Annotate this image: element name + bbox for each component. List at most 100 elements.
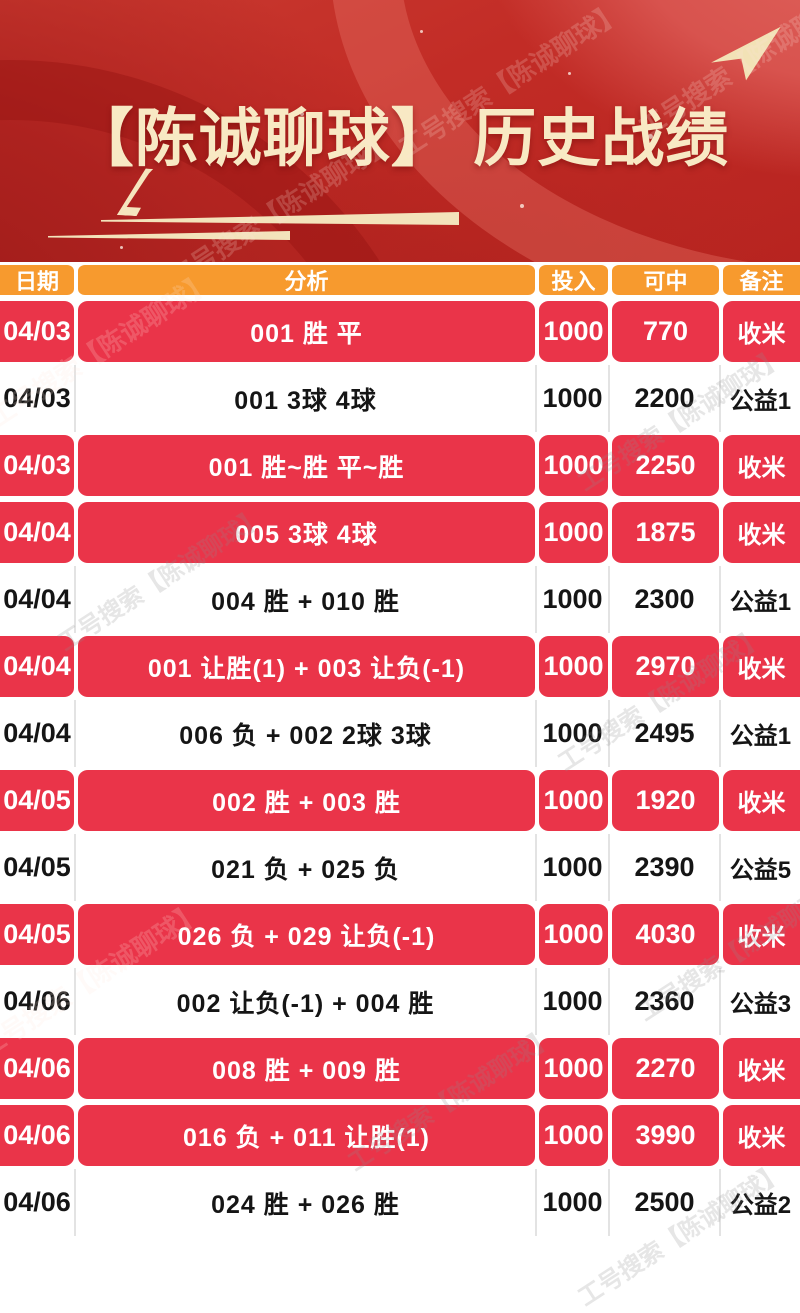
note-cell: 公益1 <box>721 365 800 432</box>
win-cell: 2300 <box>610 566 721 633</box>
header-stake: 投入 <box>537 262 610 298</box>
note-cell: 收米 <box>721 298 800 365</box>
paper-plane-icon <box>709 18 780 84</box>
analysis-cell: 002 让负(-1) + 004 胜 <box>76 968 537 1035</box>
note-cell: 收米 <box>721 901 800 968</box>
note-cell: 公益2 <box>721 1169 800 1236</box>
win-cell: 2250 <box>610 432 721 499</box>
analysis-cell: 005 3球 4球 <box>76 499 537 566</box>
win-cell: 2270 <box>610 1035 721 1102</box>
table-row: 04/05 026 负 + 029 让负(-1) 1000 4030 收米 <box>0 901 800 968</box>
stake-cell: 1000 <box>537 1102 610 1169</box>
analysis-cell: 001 3球 4球 <box>76 365 537 432</box>
win-cell: 2390 <box>610 834 721 901</box>
date-cell: 04/05 <box>0 834 76 901</box>
header-date: 日期 <box>0 262 76 298</box>
stake-cell: 1000 <box>537 633 610 700</box>
table-row: 04/04 001 让胜(1) + 003 让负(-1) 1000 2970 收… <box>0 633 800 700</box>
note-cell: 收米 <box>721 1035 800 1102</box>
date-cell: 04/04 <box>0 566 76 633</box>
date-cell: 04/04 <box>0 700 76 767</box>
stake-cell: 1000 <box>537 1035 610 1102</box>
win-cell: 2500 <box>610 1169 721 1236</box>
note-cell: 收米 <box>721 767 800 834</box>
table-row: 04/06 008 胜 + 009 胜 1000 2270 收米 <box>0 1035 800 1102</box>
results-table: 日期 分析 投入 可中 备注 04/03 001 胜 平 1000 770 收米… <box>0 262 800 1236</box>
underline-decoration <box>101 212 459 225</box>
date-cell: 04/05 <box>0 901 76 968</box>
win-cell: 3990 <box>610 1102 721 1169</box>
table-row: 04/03 001 3球 4球 1000 2200 公益1 <box>0 365 800 432</box>
table-row: 04/03 001 胜 平 1000 770 收米 <box>0 298 800 365</box>
table-row: 04/06 016 负 + 011 让胜(1) 1000 3990 收米 <box>0 1102 800 1169</box>
analysis-cell: 024 胜 + 026 胜 <box>76 1169 537 1236</box>
date-cell: 04/03 <box>0 365 76 432</box>
header-analysis: 分析 <box>76 262 537 298</box>
table-row: 04/05 002 胜 + 003 胜 1000 1920 收米 <box>0 767 800 834</box>
sparkle-dot <box>300 112 304 116</box>
page-title: 【陈诚聊球】 历史战绩 <box>70 104 730 174</box>
win-cell: 2495 <box>610 700 721 767</box>
win-cell: 1920 <box>610 767 721 834</box>
table-row: 04/04 005 3球 4球 1000 1875 收米 <box>0 499 800 566</box>
table-body: 04/03 001 胜 平 1000 770 收米 04/03 001 3球 4… <box>0 298 800 1236</box>
win-cell: 770 <box>610 298 721 365</box>
date-cell: 04/03 <box>0 432 76 499</box>
sparkle-dot <box>120 246 123 249</box>
win-cell: 2360 <box>610 968 721 1035</box>
stake-cell: 1000 <box>537 566 610 633</box>
date-cell: 04/04 <box>0 633 76 700</box>
stake-cell: 1000 <box>537 432 610 499</box>
stake-cell: 1000 <box>537 298 610 365</box>
win-cell: 2970 <box>610 633 721 700</box>
analysis-cell: 016 负 + 011 让胜(1) <box>76 1102 537 1169</box>
stake-cell: 1000 <box>537 365 610 432</box>
sparkle-dot <box>648 134 653 139</box>
table-row: 04/04 004 胜 + 010 胜 1000 2300 公益1 <box>0 566 800 633</box>
stake-cell: 1000 <box>537 499 610 566</box>
analysis-cell: 026 负 + 029 让负(-1) <box>76 901 537 968</box>
stake-cell: 1000 <box>537 700 610 767</box>
stake-cell: 1000 <box>537 968 610 1035</box>
table-row: 04/05 021 负 + 025 负 1000 2390 公益5 <box>0 834 800 901</box>
note-cell: 公益1 <box>721 566 800 633</box>
date-cell: 04/05 <box>0 767 76 834</box>
note-cell: 收米 <box>721 432 800 499</box>
stake-cell: 1000 <box>537 1169 610 1236</box>
date-cell: 04/06 <box>0 1102 76 1169</box>
analysis-cell: 021 负 + 025 负 <box>76 834 537 901</box>
win-cell: 4030 <box>610 901 721 968</box>
analysis-cell: 001 让胜(1) + 003 让负(-1) <box>76 633 537 700</box>
stake-cell: 1000 <box>537 901 610 968</box>
header-note: 备注 <box>721 262 800 298</box>
analysis-cell: 008 胜 + 009 胜 <box>76 1035 537 1102</box>
note-cell: 公益5 <box>721 834 800 901</box>
stake-cell: 1000 <box>537 834 610 901</box>
date-cell: 04/06 <box>0 968 76 1035</box>
analysis-cell: 001 胜 平 <box>76 298 537 365</box>
header-win: 可中 <box>610 262 721 298</box>
table-row: 04/06 002 让负(-1) + 004 胜 1000 2360 公益3 <box>0 968 800 1035</box>
table-row: 04/04 006 负 + 002 2球 3球 1000 2495 公益1 <box>0 700 800 767</box>
banner: 【陈诚聊球】 历史战绩 工号搜索【陈诚聊球】 工号搜索【陈诚聊球】 工号搜索【陈… <box>0 0 800 262</box>
analysis-cell: 001 胜~胜 平~胜 <box>76 432 537 499</box>
table-row: 04/03 001 胜~胜 平~胜 1000 2250 收米 <box>0 432 800 499</box>
table-header-row: 日期 分析 投入 可中 备注 <box>0 262 800 298</box>
note-cell: 收米 <box>721 1102 800 1169</box>
table-row: 04/06 024 胜 + 026 胜 1000 2500 公益2 <box>0 1169 800 1236</box>
note-cell: 收米 <box>721 499 800 566</box>
date-cell: 04/06 <box>0 1035 76 1102</box>
sparkle-dot <box>568 72 571 75</box>
analysis-cell: 004 胜 + 010 胜 <box>76 566 537 633</box>
note-cell: 公益1 <box>721 700 800 767</box>
date-cell: 04/03 <box>0 298 76 365</box>
sparkle-dot <box>520 204 524 208</box>
analysis-cell: 002 胜 + 003 胜 <box>76 767 537 834</box>
win-cell: 1875 <box>610 499 721 566</box>
date-cell: 04/04 <box>0 499 76 566</box>
note-cell: 公益3 <box>721 968 800 1035</box>
note-cell: 收米 <box>721 633 800 700</box>
underline-decoration <box>48 231 290 240</box>
win-cell: 2200 <box>610 365 721 432</box>
stake-cell: 1000 <box>537 767 610 834</box>
